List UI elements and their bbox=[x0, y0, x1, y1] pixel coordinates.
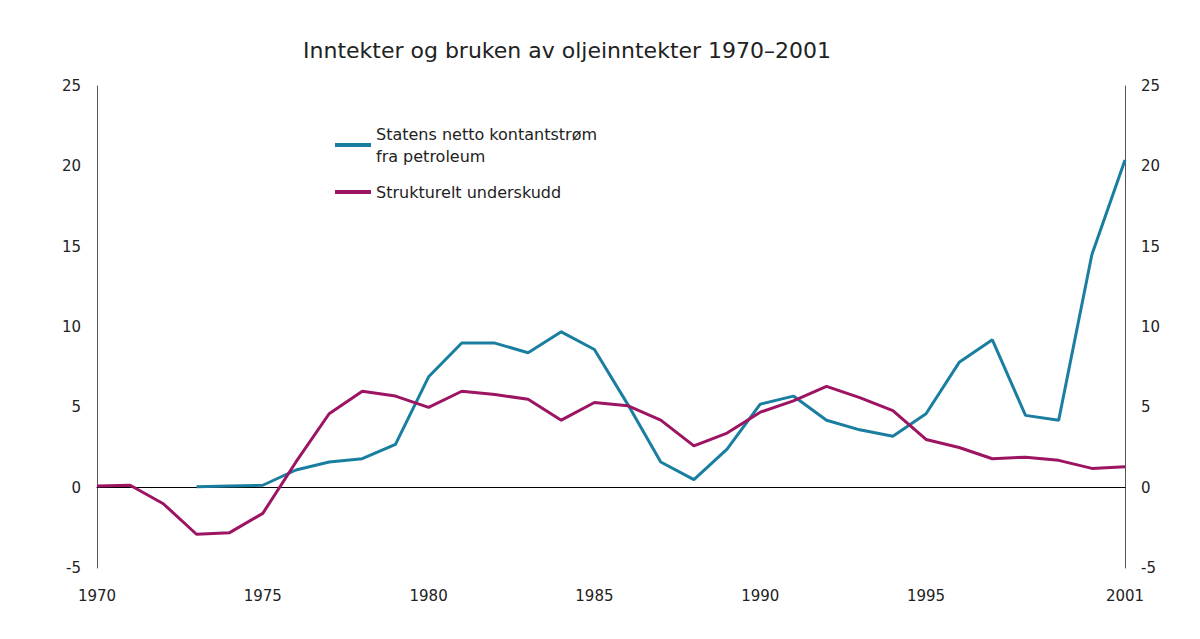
svg-text:Strukturelt underskudd: Strukturelt underskudd bbox=[376, 183, 561, 202]
svg-text:15: 15 bbox=[62, 238, 81, 256]
svg-text:25: 25 bbox=[1141, 77, 1160, 95]
svg-text:-5: -5 bbox=[1141, 559, 1156, 577]
svg-text:Statens netto kontantstrøm: Statens netto kontantstrøm bbox=[376, 125, 597, 144]
svg-text:-5: -5 bbox=[66, 559, 81, 577]
svg-text:20: 20 bbox=[62, 157, 81, 175]
svg-text:0: 0 bbox=[1141, 479, 1151, 497]
svg-text:2001: 2001 bbox=[1106, 587, 1144, 605]
svg-text:fra petroleum: fra petroleum bbox=[376, 147, 485, 166]
svg-text:1985: 1985 bbox=[575, 587, 613, 605]
svg-text:1995: 1995 bbox=[907, 587, 945, 605]
svg-text:10: 10 bbox=[1141, 318, 1160, 336]
svg-text:1980: 1980 bbox=[410, 587, 448, 605]
svg-text:5: 5 bbox=[71, 398, 81, 416]
svg-text:15: 15 bbox=[1141, 238, 1160, 256]
svg-text:10: 10 bbox=[62, 318, 81, 336]
svg-text:0: 0 bbox=[71, 479, 81, 497]
svg-text:Inntekter og bruken av oljeinn: Inntekter og bruken av oljeinntekter 197… bbox=[303, 38, 831, 63]
svg-text:5: 5 bbox=[1141, 398, 1151, 416]
svg-text:1970: 1970 bbox=[78, 587, 116, 605]
svg-text:1990: 1990 bbox=[741, 587, 779, 605]
svg-text:20: 20 bbox=[1141, 157, 1160, 175]
svg-text:25: 25 bbox=[62, 77, 81, 95]
svg-text:1975: 1975 bbox=[244, 587, 282, 605]
